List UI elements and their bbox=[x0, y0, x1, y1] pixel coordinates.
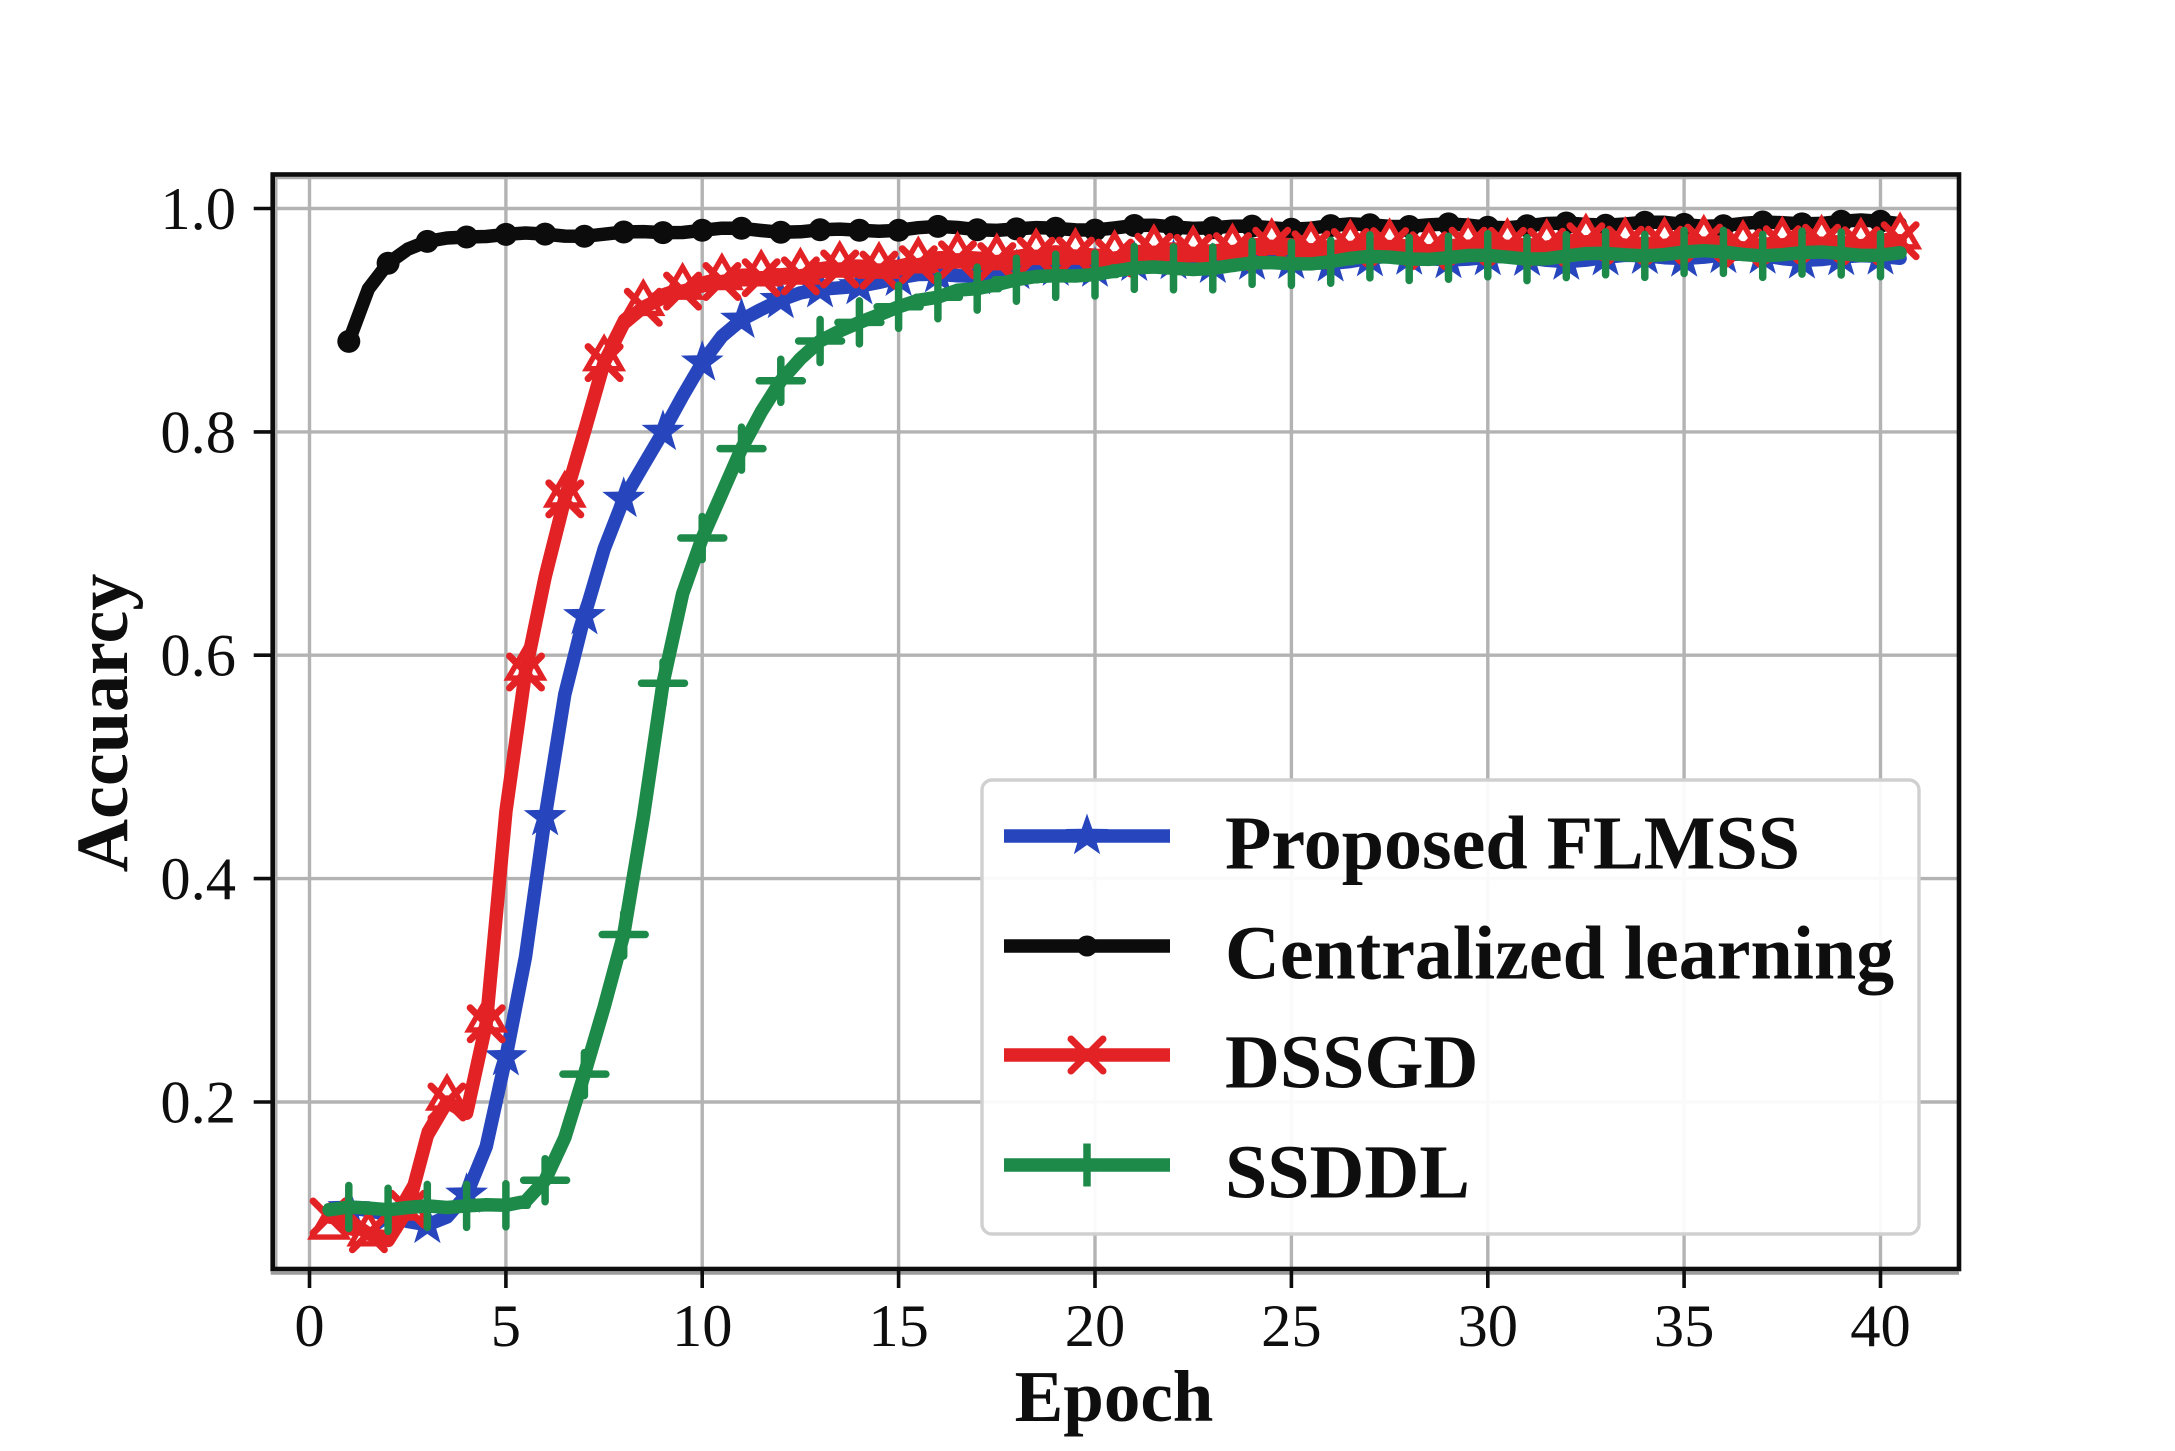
svg-text:0.2: 0.2 bbox=[160, 1070, 236, 1137]
svg-text:0: 0 bbox=[294, 1293, 324, 1360]
svg-text:5: 5 bbox=[491, 1293, 521, 1360]
svg-text:0.8: 0.8 bbox=[160, 399, 236, 466]
svg-text:0.4: 0.4 bbox=[160, 846, 236, 913]
svg-text:30: 30 bbox=[1458, 1293, 1519, 1360]
svg-text:40: 40 bbox=[1850, 1293, 1911, 1360]
svg-text:25: 25 bbox=[1261, 1293, 1322, 1360]
svg-text:Centralized learning: Centralized learning bbox=[1225, 912, 1894, 996]
svg-text:1.0: 1.0 bbox=[160, 176, 236, 243]
svg-text:Proposed FLMSS: Proposed FLMSS bbox=[1225, 802, 1800, 886]
svg-text:Accuarcy: Accuarcy bbox=[62, 574, 144, 873]
svg-text:20: 20 bbox=[1065, 1293, 1126, 1360]
svg-text:0.6: 0.6 bbox=[160, 623, 236, 690]
svg-text:Epoch: Epoch bbox=[1015, 1356, 1214, 1437]
svg-text:10: 10 bbox=[672, 1293, 733, 1360]
svg-text:35: 35 bbox=[1654, 1293, 1715, 1360]
svg-text:15: 15 bbox=[868, 1293, 929, 1360]
svg-text:SSDDL: SSDDL bbox=[1225, 1131, 1470, 1215]
svg-text:DSSGD: DSSGD bbox=[1225, 1021, 1478, 1105]
